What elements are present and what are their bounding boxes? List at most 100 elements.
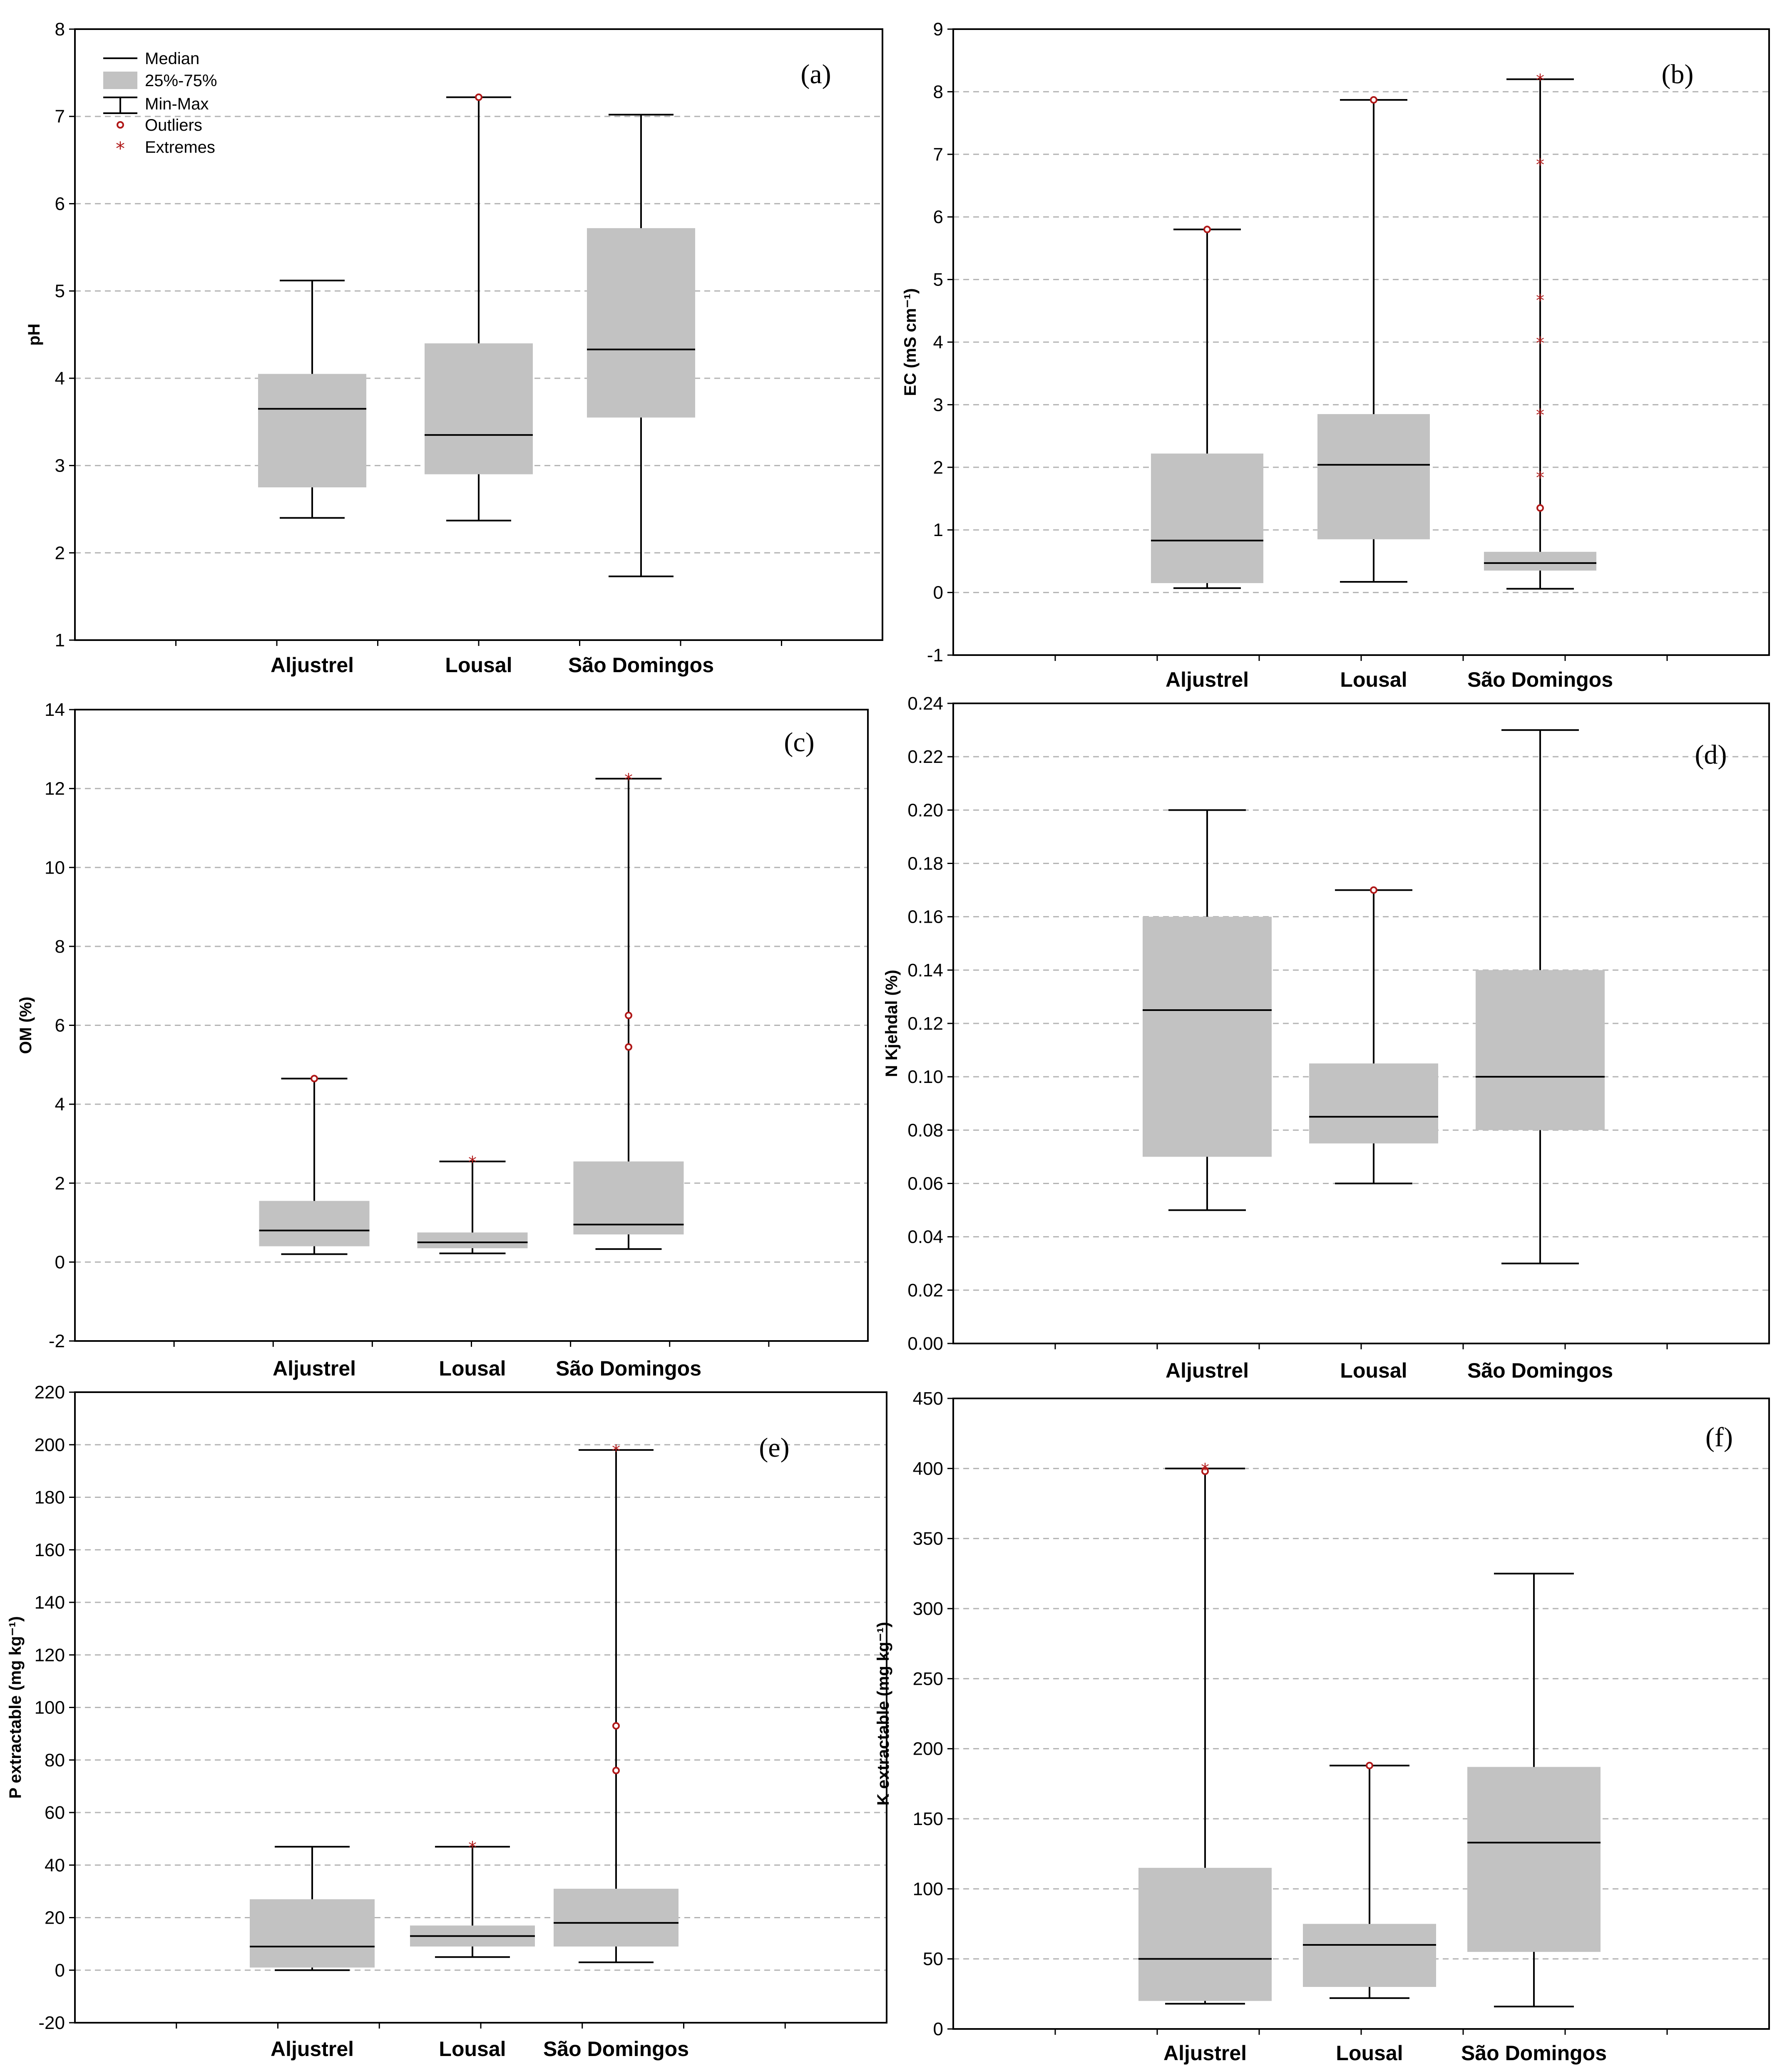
panel-f-box-3-iqr	[1467, 1767, 1601, 1952]
panel-c-category-label: São Domingos	[556, 1357, 701, 1380]
panel-f-category-label: Lousal	[1336, 2041, 1403, 2065]
panel-a-ytick-label: 8	[55, 19, 65, 40]
panel-f-ytick-label: 300	[913, 1599, 943, 1619]
panel-b-box-1-iqr	[1151, 453, 1263, 584]
panel-c-ytick-label: 10	[45, 857, 65, 878]
panel-c-ytick-label: 8	[55, 936, 65, 957]
panel-e-category-label: Lousal	[439, 2037, 506, 2061]
panel-d-ytick-label: 0.18	[907, 854, 943, 874]
panel-e-category-label: São Domingos	[543, 2037, 689, 2061]
legend-outlier-symbol	[117, 121, 124, 129]
panel-c-label: (c)	[784, 727, 814, 757]
panel-c-ytick-label: 4	[55, 1094, 65, 1115]
panel-b-box-2-outlier	[1370, 96, 1377, 104]
panel-a-ytick-label: 2	[55, 543, 65, 563]
panel-c-box-1-iqr	[259, 1201, 370, 1247]
panel-e-frame	[74, 1391, 887, 2024]
panel-b-box-1-outlier	[1203, 226, 1211, 233]
panel-d-box-2-outlier	[1370, 886, 1377, 894]
panel-e-ytick-label: 60	[45, 1803, 65, 1823]
panel-d-ytick-label: 0.02	[907, 1280, 943, 1301]
panel-a-ytick-label: 6	[55, 194, 65, 214]
panel-b-ytick-label: 3	[933, 395, 943, 415]
panel-a-box-2-iqr	[425, 343, 533, 474]
panel-a-ytick-label: 7	[55, 107, 65, 127]
panel-b-ytick-label: 9	[933, 19, 943, 40]
panel-f-ytick-label: 150	[913, 1809, 943, 1829]
panel-a-label: (a)	[800, 59, 831, 89]
panel-a-category-label: Lousal	[445, 653, 512, 677]
panel-e-ytick-label: 100	[35, 1698, 65, 1718]
panel-b-label: (b)	[1662, 59, 1694, 89]
panel-b-box-3-outlier	[1536, 504, 1544, 512]
panel-e-category-label: Aljustrel	[271, 2037, 354, 2061]
panel-b-box-3-extreme: *	[1536, 468, 1544, 487]
panel-b-box-3-extreme: *	[1536, 406, 1544, 425]
panel-e-ytick-label: 40	[45, 1855, 65, 1875]
panel-f-ytick-label: 400	[913, 1458, 943, 1479]
panel-c: -2 0 2 4 6 8 10 12 14 OM (%) (c) Aljustrel * Lousal * S…	[17, 700, 869, 1380]
panel-b-box-3-extreme: *	[1536, 155, 1544, 174]
panel-d: 0.00 0.02 0.04 0.06 0.08 0.10 0.12 0.14 0.16 0.18…	[882, 693, 1770, 1382]
panel-f-category-label: São Domingos	[1461, 2041, 1607, 2065]
panel-d-box-1-iqr	[1143, 916, 1272, 1157]
panel-f: 0 50 100 150 200 250 300 350 400 450 K extractable…	[874, 1388, 1770, 2065]
panel-e-box-3-iqr	[554, 1889, 679, 1947]
panel-d-ytick-label: 0.00	[907, 1333, 943, 1354]
panel-f-box-2-outlier	[1366, 1762, 1373, 1770]
panel-b-box-3-extreme: *	[1536, 291, 1544, 310]
panel-d-category-label: Aljustrel	[1166, 1359, 1249, 1382]
panel-d-ytick-label: 0.14	[907, 960, 943, 981]
panel-f-ytick-label: 0	[933, 2019, 943, 2039]
panel-b-category-label: Lousal	[1340, 668, 1407, 691]
panel-d-ytick-label: 0.06	[907, 1174, 943, 1194]
panel-d-ytick-label: 0.20	[907, 800, 943, 820]
panel-c-ytick-label: 6	[55, 1016, 65, 1036]
panel-f-frame	[952, 1398, 1770, 2030]
panel-f-box-2-iqr	[1303, 1924, 1436, 1987]
panel-b-ytick-label: -1	[927, 645, 943, 665]
panel-e-box-3-outlier	[612, 1722, 620, 1730]
panel-d-label: (d)	[1695, 740, 1727, 770]
panel-c-frame	[74, 709, 869, 1342]
panel-e-box-3-outlier	[612, 1767, 620, 1774]
legend-extremes-label: Extremes	[145, 138, 215, 156]
panel-a-category-label: São Domingos	[568, 653, 714, 677]
panel-a-box-2-outlier	[475, 93, 482, 101]
panel-c-box-3-outlier	[625, 1011, 632, 1019]
legend-minmax-label: Min-Max	[145, 95, 209, 113]
panel-b-box-2-iqr	[1317, 414, 1430, 539]
panel-d-frame	[952, 703, 1770, 1344]
panel-d-ytick-label: 0.10	[907, 1067, 943, 1087]
panel-e-ytick-label: -20	[38, 2013, 65, 2033]
panel-e-box-2-extreme: *	[468, 1838, 477, 1857]
panel-d-ytick-label: 0.04	[907, 1227, 943, 1247]
panel-c-box-3-iqr	[573, 1161, 684, 1235]
panel-f-ytick-label: 350	[913, 1529, 943, 1549]
panel-e-box-3-extreme: *	[612, 1442, 620, 1461]
panel-f-ytick-label: 100	[913, 1879, 943, 1899]
panel-e-ytick-label: 180	[35, 1487, 65, 1508]
panel-b-ytick-label: 0	[933, 583, 943, 603]
panel-d-ytick-label: 0.22	[907, 747, 943, 767]
legend-iqr-symbol	[103, 72, 137, 89]
panel-b-box-3-iqr	[1484, 551, 1596, 571]
panel-e-ytick-label: 20	[45, 1908, 65, 1928]
panel-b-box-3-extreme: *	[1536, 334, 1544, 353]
panel-b-ytick-label: 5	[933, 270, 943, 290]
panel-c-category-label: Aljustrel	[273, 1357, 356, 1380]
panel-b-frame	[952, 28, 1770, 656]
legend-extreme-symbol: *	[116, 138, 125, 159]
panel-f-ytick-label: 50	[923, 1949, 943, 1969]
panel-b-ylabel: EC (mS cm⁻¹)	[901, 288, 920, 396]
panel-f-box-1-outlier	[1201, 1468, 1209, 1475]
panel-a-box-3-iqr	[587, 228, 695, 418]
panel-c-box-2-iqr	[417, 1232, 528, 1249]
panel-a-ytick-label: 3	[55, 456, 65, 476]
panel-f-ytick-label: 200	[913, 1739, 943, 1759]
panel-e-box-1-iqr	[250, 1899, 375, 1968]
panel-d-ylabel: N Kjehdal (%)	[882, 970, 901, 1077]
panel-a-category-label: Aljustrel	[271, 653, 354, 677]
legend-iqr-label: 25%-75%	[145, 72, 217, 90]
legend: Median 25%-75% Min-Max Outliers * Extrem…	[103, 50, 217, 159]
